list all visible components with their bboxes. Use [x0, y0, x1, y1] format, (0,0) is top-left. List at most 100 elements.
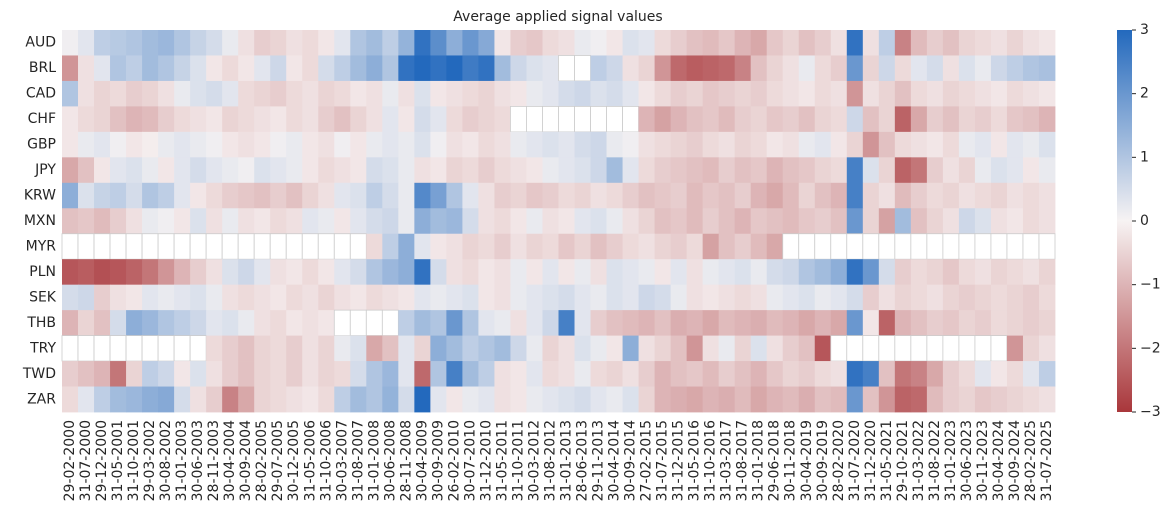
heat-cell — [654, 106, 672, 133]
heat-cell — [494, 208, 511, 235]
heat-cell — [382, 361, 399, 387]
heat-cell — [734, 30, 752, 56]
x-tick-label: 29-06-2018 — [767, 420, 783, 501]
heat-cell — [622, 310, 639, 336]
heat-cell — [686, 30, 704, 56]
heat-cell — [350, 30, 367, 56]
y-tick-label: THB — [26, 315, 56, 331]
heat-cell — [526, 310, 543, 336]
heat-cell — [766, 335, 784, 362]
heat-cell — [494, 182, 511, 209]
x-tick-label: 30-09-2014 — [623, 420, 639, 501]
missing-cell — [381, 309, 399, 336]
heat-cell — [686, 208, 704, 235]
heat-cell — [590, 55, 607, 82]
heat-cell — [1006, 310, 1024, 336]
heat-cell — [606, 157, 623, 184]
heat-cell — [78, 55, 95, 82]
heat-cell — [942, 80, 960, 107]
heat-cell — [974, 386, 992, 413]
heat-cell — [494, 233, 511, 260]
heat-cell — [286, 80, 303, 107]
heat-cell — [542, 208, 559, 235]
heat-cell — [702, 131, 720, 158]
y-tick-label: MXN — [24, 213, 56, 229]
heat-cell — [382, 259, 399, 286]
heat-cell — [830, 284, 848, 311]
heat-cell — [574, 310, 591, 336]
heat-cell — [654, 233, 672, 260]
heat-cell — [894, 55, 912, 82]
heat-cell — [206, 131, 223, 158]
heat-cell — [734, 386, 752, 413]
x-tick-label: 30-04-2019 — [799, 420, 815, 501]
heat-cell — [878, 80, 896, 107]
x-tick-label: 31-01-2008 — [366, 420, 382, 501]
heat-cell — [286, 55, 303, 82]
heat-cell — [1006, 284, 1024, 311]
heat-cell — [574, 233, 591, 260]
x-tick-label: 31-07-2015 — [655, 420, 671, 501]
x-tick-label: 29-03-2002 — [142, 420, 158, 501]
heat-cell — [382, 386, 399, 413]
heat-cell — [510, 208, 527, 235]
heat-cell — [158, 30, 175, 56]
heat-cell — [862, 208, 880, 235]
missing-cell — [894, 233, 912, 260]
heat-cell — [286, 106, 303, 133]
heat-cell — [958, 131, 976, 158]
heat-cell — [94, 131, 111, 158]
heat-cell — [126, 386, 143, 413]
heat-cell — [446, 310, 463, 336]
x-tick-label: 30-09-2019 — [815, 420, 831, 501]
heat-cell — [270, 182, 287, 209]
heat-cell — [686, 361, 704, 387]
heat-cell — [766, 157, 784, 184]
heat-cell — [942, 386, 960, 413]
heat-cell — [62, 106, 79, 133]
heat-cell — [494, 131, 511, 158]
y-tick-label: BRL — [29, 60, 56, 76]
heat-cell — [926, 30, 944, 56]
heat-cell — [206, 30, 223, 56]
heat-cell — [94, 55, 111, 82]
heat-cell — [974, 182, 992, 209]
x-tick-label: 31-10-2001 — [126, 420, 142, 501]
heat-cell — [1006, 386, 1024, 413]
heat-cell — [462, 208, 479, 235]
missing-cell — [558, 55, 575, 82]
heat-cell — [878, 106, 896, 133]
heat-cell — [926, 259, 944, 286]
missing-cell — [1038, 233, 1056, 260]
missing-cell — [333, 233, 351, 260]
heat-cell — [638, 106, 655, 133]
x-tick-label: 31-01-2023 — [943, 420, 959, 501]
heat-cell — [254, 106, 271, 133]
missing-cell — [189, 233, 207, 260]
heat-cell — [142, 259, 159, 286]
heat-cell — [462, 361, 479, 387]
heat-cell — [94, 106, 111, 133]
heat-cell — [606, 182, 623, 209]
heat-cell — [718, 208, 736, 235]
heat-cell — [542, 157, 559, 184]
heat-cell — [894, 80, 912, 107]
heat-cell — [974, 208, 992, 235]
heat-cell — [862, 30, 880, 56]
heat-cell — [222, 157, 239, 184]
heat-cell — [1022, 310, 1040, 336]
heat-cell — [654, 55, 672, 82]
heat-cell — [366, 335, 383, 362]
missing-cell — [61, 233, 79, 260]
heat-cell — [62, 310, 79, 336]
x-tick-label: 30-04-2014 — [607, 420, 623, 501]
heat-cell — [382, 157, 399, 184]
heat-cell — [558, 335, 575, 362]
heat-cell — [398, 361, 415, 387]
heat-cell — [670, 335, 688, 362]
heat-cell — [718, 30, 736, 56]
heat-cell — [558, 361, 575, 387]
heat-cell — [638, 131, 655, 158]
heat-cell — [686, 157, 704, 184]
heat-cell — [158, 386, 175, 413]
